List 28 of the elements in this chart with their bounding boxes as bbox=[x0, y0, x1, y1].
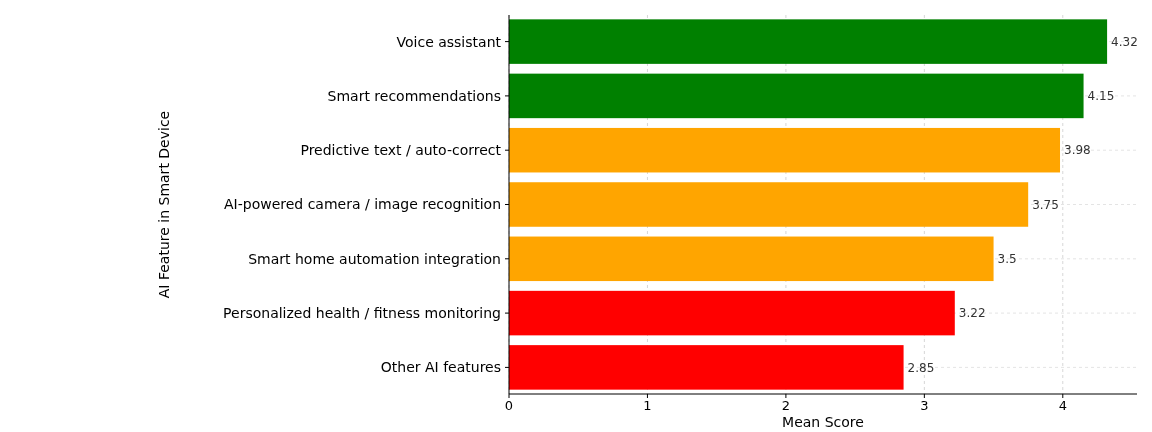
y-tick-label: Smart home automation integration bbox=[248, 250, 501, 267]
bar bbox=[509, 345, 904, 390]
y-axis-title: AI Feature in Smart Device bbox=[156, 110, 172, 299]
x-axis-title: Mean Score bbox=[782, 414, 864, 430]
data-label: 3.22 bbox=[958, 306, 986, 321]
bar bbox=[509, 19, 1108, 64]
bar bbox=[509, 182, 1029, 227]
data-label: 3.75 bbox=[1032, 197, 1059, 212]
y-tick-label: Voice assistant bbox=[396, 33, 502, 50]
data-label: 3.5 bbox=[997, 252, 1017, 266]
x-tick-label: 4 bbox=[1058, 398, 1067, 413]
bar bbox=[509, 236, 994, 282]
data-label: 3.98 bbox=[1064, 143, 1091, 158]
bar bbox=[509, 290, 955, 336]
y-tick-label: Other AI features bbox=[380, 359, 501, 376]
data-label: 2.85 bbox=[907, 360, 935, 375]
x-tick-label: 2 bbox=[781, 398, 791, 413]
x-tick-label: 3 bbox=[920, 398, 929, 413]
y-tick-label: Smart recommendations bbox=[327, 87, 501, 104]
bar bbox=[509, 127, 1061, 173]
x-tick-label: 0 bbox=[504, 398, 514, 413]
y-tick-label: AI-powered camera / image recognition bbox=[224, 196, 501, 213]
bar bbox=[509, 73, 1084, 119]
y-tick-label: Personalized health / fitness monitoring bbox=[223, 305, 501, 321]
x-tick-label: 1 bbox=[643, 398, 652, 413]
data-label: 4.15 bbox=[1087, 89, 1115, 104]
data-label: 4.32 bbox=[1111, 34, 1138, 49]
y-tick-label: Predictive text / auto-correct bbox=[300, 142, 502, 159]
